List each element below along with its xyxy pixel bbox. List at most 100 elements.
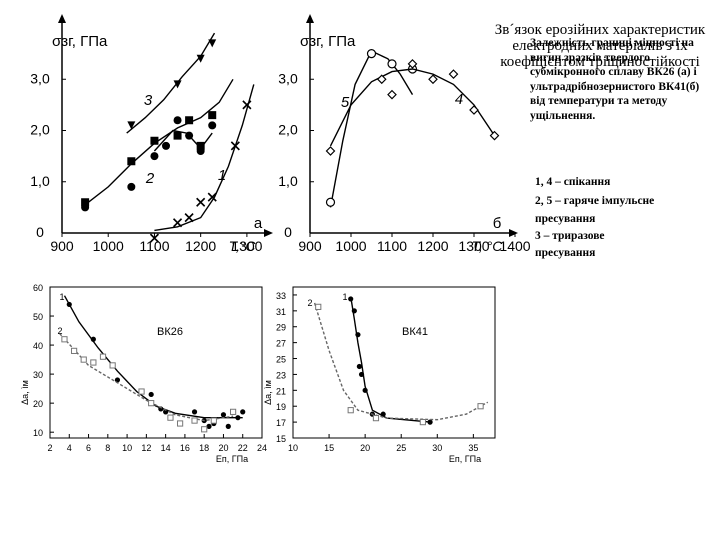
x-tick-label: 15 xyxy=(324,443,334,453)
data-point xyxy=(240,409,246,415)
data-point xyxy=(167,414,174,421)
data-point xyxy=(372,415,380,422)
data-point xyxy=(362,387,368,393)
data-point xyxy=(114,377,121,383)
x-tick-label: 1100 xyxy=(377,238,407,254)
y-axis-title: Δа, ìм xyxy=(20,380,30,405)
data-point xyxy=(355,332,361,338)
data-point xyxy=(387,89,397,100)
data-point xyxy=(242,100,252,110)
data-point xyxy=(173,131,182,140)
y-axis-title: σзг, ГПа xyxy=(52,33,108,50)
y-tick-label: 29 xyxy=(276,323,286,333)
x-tick-label: 18 xyxy=(199,443,209,453)
data-point xyxy=(191,409,198,415)
x-tick-label: 24 xyxy=(257,443,267,453)
series-line-1 xyxy=(350,296,431,423)
y-tick-label: 19 xyxy=(276,402,286,412)
x-tick-label: 12 xyxy=(141,443,151,453)
data-point xyxy=(235,415,241,421)
data-point xyxy=(80,356,87,363)
x-tick-label: 6 xyxy=(86,443,91,453)
legend-item-2-5-cont: пресування xyxy=(535,213,596,225)
series-label: 2 xyxy=(307,298,312,308)
y-axis-title: σзг, ГПа xyxy=(300,33,356,50)
data-point xyxy=(109,362,116,369)
y-tick-label: 33 xyxy=(276,291,286,301)
data-point xyxy=(380,411,386,417)
y-tick-label: 17 xyxy=(276,418,286,428)
data-point xyxy=(127,157,136,166)
x-tick-label: 1300 xyxy=(458,238,489,254)
legend-item-1-4: 1, 4 – спікання xyxy=(535,176,611,188)
series-label: 1 xyxy=(59,292,64,302)
data-point xyxy=(196,197,206,207)
x-tick-label: 35 xyxy=(468,443,478,453)
data-point xyxy=(419,419,426,426)
data-point xyxy=(148,391,154,398)
main-title: Зв´язок ерозійних характеристик електрод… xyxy=(494,22,706,70)
y-axis-arrow xyxy=(306,14,314,23)
series-line-2 xyxy=(59,333,234,422)
series-label: 1 xyxy=(342,292,347,302)
y-tick-label: 2,0 xyxy=(278,122,298,138)
y-tick-label: 40 xyxy=(33,341,43,351)
data-point xyxy=(210,417,217,424)
data-point xyxy=(325,197,336,207)
series-label: 2 xyxy=(145,170,155,187)
x-tick-label: 10 xyxy=(122,443,132,453)
panel-label: а xyxy=(254,215,263,232)
legend-item-3: 3 – триразове xyxy=(535,230,605,242)
x-tick-label: 2 xyxy=(47,443,52,453)
data-point xyxy=(191,417,198,424)
x-tick-label: 16 xyxy=(180,443,190,453)
y-tick-label: 3,0 xyxy=(278,70,298,86)
y-tick-label: 20 xyxy=(33,399,43,409)
data-point xyxy=(185,116,194,125)
y-axis-title: Δа, ìм xyxy=(263,380,273,405)
y-tick-label: 23 xyxy=(276,370,286,380)
x-tick-label: 25 xyxy=(396,443,406,453)
x-tick-label: 20 xyxy=(360,443,370,453)
y-tick-label: 21 xyxy=(276,386,286,396)
x-tick-label: 1100 xyxy=(139,238,169,254)
y-tick-label: 3,0 xyxy=(30,70,50,86)
x-tick-label: 1000 xyxy=(335,238,366,254)
data-point xyxy=(127,121,136,130)
x-axis-arrow xyxy=(264,229,273,237)
series-line-2 xyxy=(84,78,234,206)
data-point xyxy=(208,111,217,120)
x-tick-label: 1400 xyxy=(499,238,530,254)
y-tick-label: 30 xyxy=(33,370,43,380)
data-point xyxy=(220,412,227,418)
y-tick-label: 60 xyxy=(33,283,43,293)
y-tick-label: 50 xyxy=(33,312,43,322)
data-point xyxy=(208,39,217,48)
x-tick-label: 30 xyxy=(432,443,442,453)
y-tick-label: 25 xyxy=(276,355,286,365)
series-label: 3 xyxy=(144,92,153,109)
chart-annotation: ВК41 xyxy=(402,326,428,338)
data-point xyxy=(489,130,500,141)
x-tick-label: 1300 xyxy=(231,238,262,254)
y-tick-label: 0 xyxy=(36,224,44,240)
y-tick-label: 1,0 xyxy=(30,173,50,189)
chart-b: 900 1000 1100 1200 1300 1400 0 1,0 2,0 3,0 σзг, ГП… xyxy=(278,14,531,254)
x-tick-label: 1200 xyxy=(185,238,216,254)
data-point xyxy=(176,420,184,427)
data-point xyxy=(207,192,217,202)
data-point xyxy=(469,105,479,115)
series-line-4 xyxy=(329,68,496,147)
data-point xyxy=(196,141,205,150)
x-tick-label: 4 xyxy=(67,443,72,453)
data-point xyxy=(448,69,459,79)
data-point xyxy=(208,121,217,130)
y-tick-label: 31 xyxy=(276,307,286,317)
data-point xyxy=(325,146,336,156)
data-point xyxy=(201,426,208,433)
data-point xyxy=(127,182,136,191)
data-point xyxy=(230,141,240,151)
x-tick-label: 8 xyxy=(105,443,110,453)
data-point xyxy=(387,59,397,69)
